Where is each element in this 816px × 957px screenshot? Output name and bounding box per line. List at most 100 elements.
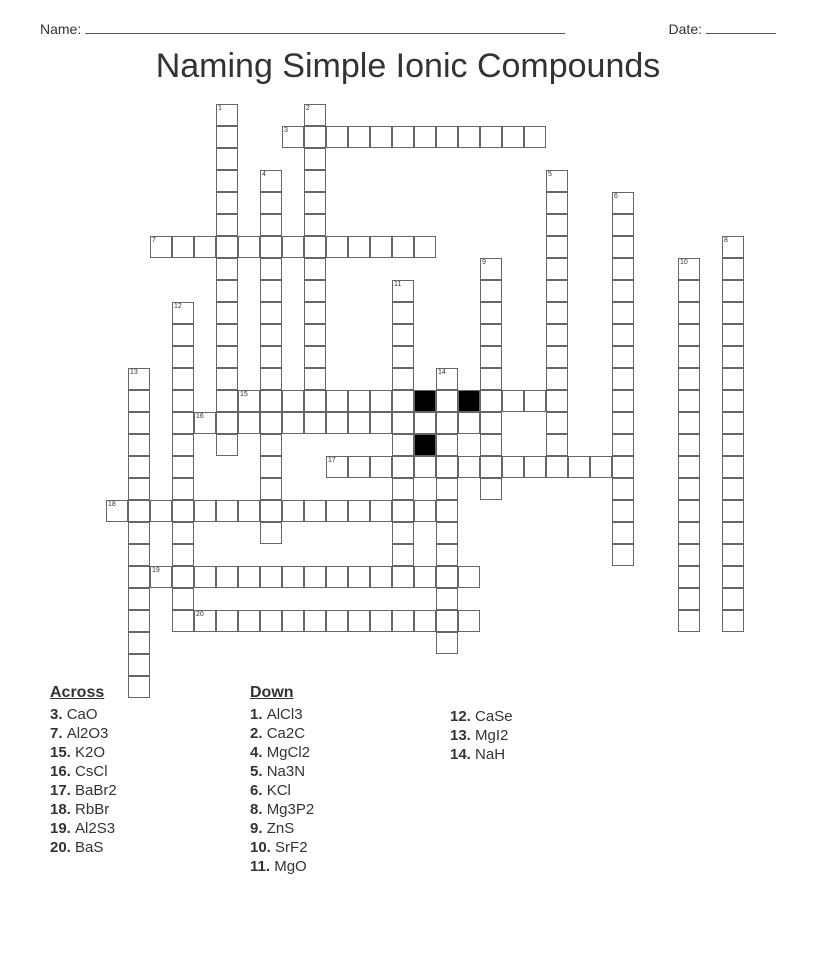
crossword-cell[interactable]: 11: [392, 280, 414, 302]
crossword-cell[interactable]: [260, 192, 282, 214]
crossword-cell[interactable]: [722, 302, 744, 324]
crossword-cell[interactable]: [260, 610, 282, 632]
crossword-cell[interactable]: [216, 148, 238, 170]
crossword-cell[interactable]: [194, 236, 216, 258]
crossword-cell[interactable]: [128, 588, 150, 610]
crossword-cell[interactable]: [678, 588, 700, 610]
crossword-cell[interactable]: [348, 500, 370, 522]
crossword-cell[interactable]: [260, 214, 282, 236]
crossword-cell[interactable]: [216, 170, 238, 192]
crossword-cell[interactable]: [546, 390, 568, 412]
crossword-cell[interactable]: [678, 456, 700, 478]
crossword-cell[interactable]: [348, 566, 370, 588]
crossword-cell[interactable]: [216, 192, 238, 214]
crossword-cell[interactable]: [348, 610, 370, 632]
crossword-cell[interactable]: [128, 434, 150, 456]
crossword-cell[interactable]: [128, 390, 150, 412]
crossword-cell[interactable]: [370, 390, 392, 412]
crossword-cell[interactable]: [524, 390, 546, 412]
crossword-cell[interactable]: [260, 280, 282, 302]
crossword-cell[interactable]: [392, 566, 414, 588]
crossword-cell[interactable]: [414, 126, 436, 148]
crossword-cell[interactable]: [612, 434, 634, 456]
name-blank-line[interactable]: [85, 20, 565, 34]
crossword-cell[interactable]: [722, 258, 744, 280]
crossword-cell[interactable]: [524, 456, 546, 478]
crossword-cell[interactable]: [304, 236, 326, 258]
crossword-cell[interactable]: [546, 368, 568, 390]
crossword-cell[interactable]: [392, 390, 414, 412]
crossword-cell[interactable]: [326, 126, 348, 148]
crossword-cell[interactable]: [722, 390, 744, 412]
crossword-cell[interactable]: [678, 324, 700, 346]
crossword-cell[interactable]: [260, 434, 282, 456]
crossword-cell[interactable]: [348, 456, 370, 478]
crossword-cell[interactable]: [304, 302, 326, 324]
crossword-cell[interactable]: 9: [480, 258, 502, 280]
crossword-cell[interactable]: [678, 346, 700, 368]
crossword-cell[interactable]: [480, 456, 502, 478]
crossword-cell[interactable]: [216, 610, 238, 632]
crossword-cell[interactable]: [370, 566, 392, 588]
crossword-cell[interactable]: [282, 390, 304, 412]
crossword-cell[interactable]: [436, 610, 458, 632]
crossword-cell[interactable]: [546, 324, 568, 346]
crossword-cell[interactable]: [612, 280, 634, 302]
crossword-cell[interactable]: [128, 610, 150, 632]
crossword-cell[interactable]: [414, 412, 436, 434]
crossword-cell[interactable]: [370, 412, 392, 434]
crossword-cell[interactable]: [678, 500, 700, 522]
crossword-cell[interactable]: [304, 214, 326, 236]
crossword-cell[interactable]: [128, 632, 150, 654]
crossword-cell[interactable]: [678, 302, 700, 324]
crossword-cell[interactable]: 19: [150, 566, 172, 588]
crossword-cell[interactable]: [480, 390, 502, 412]
crossword-cell[interactable]: [304, 500, 326, 522]
crossword-cell[interactable]: [392, 412, 414, 434]
crossword-cell[interactable]: [612, 522, 634, 544]
crossword-cell[interactable]: [128, 566, 150, 588]
crossword-cell[interactable]: [546, 456, 568, 478]
crossword-cell[interactable]: [238, 412, 260, 434]
crossword-cell[interactable]: [370, 610, 392, 632]
crossword-cell[interactable]: [436, 456, 458, 478]
crossword-cell[interactable]: [612, 478, 634, 500]
crossword-cell[interactable]: [678, 368, 700, 390]
crossword-cell[interactable]: [348, 126, 370, 148]
crossword-cell[interactable]: [436, 126, 458, 148]
crossword-cell[interactable]: [304, 170, 326, 192]
crossword-cell[interactable]: [678, 280, 700, 302]
crossword-cell[interactable]: [326, 610, 348, 632]
crossword-cell[interactable]: [392, 236, 414, 258]
crossword-cell[interactable]: [414, 456, 436, 478]
crossword-cell[interactable]: [392, 478, 414, 500]
crossword-cell[interactable]: [392, 456, 414, 478]
crossword-cell[interactable]: 2: [304, 104, 326, 126]
crossword-cell[interactable]: [612, 390, 634, 412]
crossword-cell[interactable]: [128, 478, 150, 500]
crossword-cell[interactable]: [502, 390, 524, 412]
crossword-cell[interactable]: [194, 566, 216, 588]
crossword-cell[interactable]: [172, 346, 194, 368]
crossword-cell[interactable]: [546, 434, 568, 456]
crossword-cell[interactable]: [304, 566, 326, 588]
crossword-cell[interactable]: [216, 566, 238, 588]
crossword-cell[interactable]: [128, 500, 150, 522]
crossword-cell[interactable]: [722, 544, 744, 566]
crossword-cell[interactable]: [370, 126, 392, 148]
crossword-cell[interactable]: [480, 412, 502, 434]
crossword-cell[interactable]: [304, 390, 326, 412]
crossword-cell[interactable]: [260, 302, 282, 324]
crossword-cell[interactable]: [392, 544, 414, 566]
crossword-cell[interactable]: [722, 478, 744, 500]
crossword-cell[interactable]: [546, 280, 568, 302]
crossword-cell[interactable]: [304, 126, 326, 148]
crossword-cell[interactable]: [480, 434, 502, 456]
crossword-cell[interactable]: [722, 456, 744, 478]
crossword-cell[interactable]: [326, 390, 348, 412]
crossword-cell[interactable]: 17: [326, 456, 348, 478]
crossword-cell[interactable]: 16: [194, 412, 216, 434]
crossword-cell[interactable]: 14: [436, 368, 458, 390]
crossword-cell[interactable]: [260, 258, 282, 280]
crossword-cell[interactable]: [678, 522, 700, 544]
